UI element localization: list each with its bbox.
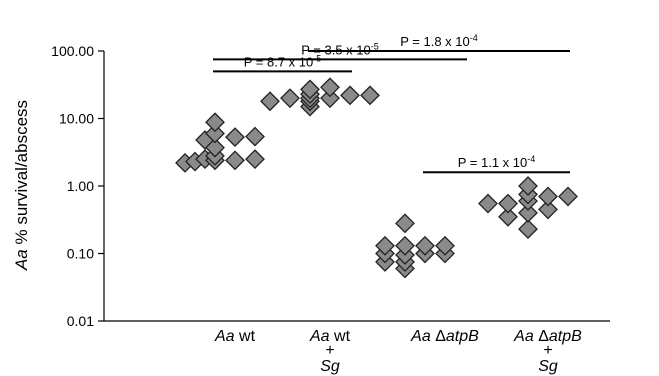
p-value-label: P = 1.1 x 10-4 [458, 154, 536, 170]
data-point-diamond [245, 149, 265, 170]
x-category-label-line2: Sg [538, 358, 558, 375]
data-point-diamond [205, 123, 225, 144]
data-point-diamond [558, 186, 578, 207]
data-point-diamond [205, 112, 225, 133]
data-point-diamond [260, 91, 280, 112]
data-point-diamond [300, 79, 320, 100]
data-point-diamond [478, 193, 498, 214]
data-point-diamond [205, 137, 225, 158]
y-tick-label: 100.00 [51, 43, 94, 59]
data-point-diamond [538, 186, 558, 207]
significance-brackets: P = 8.7 x 10-5P = 3.5 x 10-5 P = 1.8 x 10… [213, 33, 570, 174]
x-category-label: Aa ΔatpB [410, 328, 479, 345]
x-category-label: Aa ΔatpB [513, 328, 582, 345]
data-point-diamond [498, 206, 518, 227]
y-tick-label: 10.00 [59, 111, 94, 127]
data-point-diamond [320, 88, 340, 109]
data-point-diamond [518, 176, 538, 196]
x-category-label: Aa wt [214, 328, 256, 345]
data-point-diamond [518, 219, 538, 240]
data-point-diamond [340, 85, 360, 106]
data-point-diamond [435, 235, 455, 256]
data-point-diamond [538, 199, 558, 220]
data-point-diamond [375, 235, 395, 256]
y-tick-label: 0.10 [67, 246, 94, 262]
data-point-diamond [320, 77, 340, 98]
data-point-diamond [498, 193, 518, 214]
y-tick-label: 0.01 [67, 313, 94, 329]
x-category-plus: + [325, 342, 334, 359]
data-point-diamond [395, 235, 415, 256]
y-ticks: 0.01 0.10 1.00 10.00 100.00 [51, 43, 104, 329]
y-axis-label-rest: % survival/abscess [12, 100, 31, 249]
data-points [175, 77, 578, 279]
data-point-diamond [280, 88, 300, 109]
data-point-diamond [245, 126, 265, 147]
data-point-diamond [225, 127, 245, 148]
data-point-diamond [518, 202, 538, 223]
p-value-label: P = 8.7 x 10-5 [244, 53, 322, 69]
p-value-label: P = 3.5 x 10-5 [301, 41, 379, 57]
data-point-diamond [225, 150, 245, 171]
y-tick-label: 1.00 [67, 178, 94, 194]
p-value-label: P = 1.8 x 10-4 [400, 33, 478, 49]
x-category-label: Aa wt [309, 328, 351, 345]
x-category-label-line2: Sg [320, 358, 340, 375]
data-point-diamond [360, 85, 380, 106]
y-axis-label-italic: Aa [12, 249, 31, 271]
x-category-plus: + [543, 342, 552, 359]
y-axis-label: Aa % survival/abscess [12, 100, 31, 271]
data-point-diamond [395, 213, 415, 234]
data-point-diamond [415, 235, 435, 256]
